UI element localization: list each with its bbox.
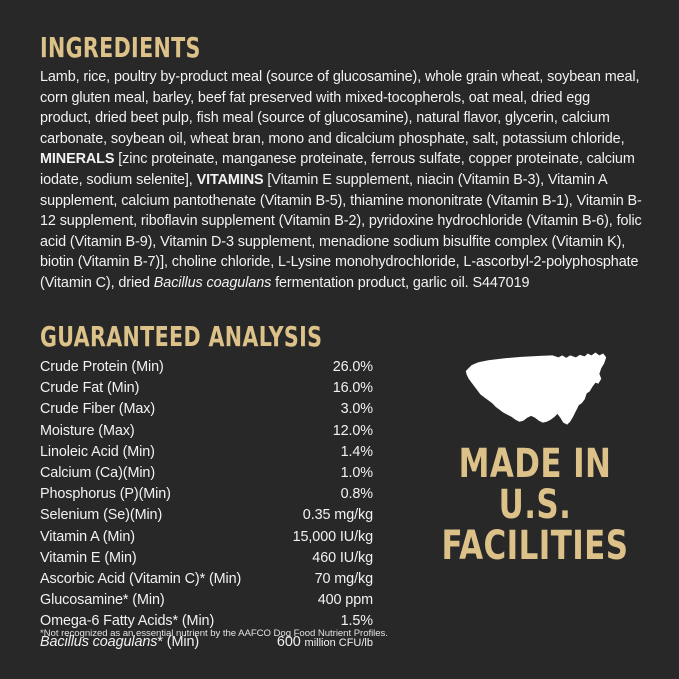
guaranteed-analysis-table: Crude Protein (Min) 26.0% Crude Fat (Min) 1…: [40, 357, 373, 654]
analysis-row-label: Phosphorus (P)(Min): [40, 486, 171, 503]
ingredient-segment-6: fermentation product, garlic oil. S44701…: [271, 274, 530, 291]
analysis-row-label: Selenium (Se)(Min): [40, 507, 163, 524]
analysis-row: Selenium (Se)(Min) 0.35 mg/kg: [40, 505, 373, 526]
analysis-row-label-rest: * (Min): [157, 634, 200, 651]
analysis-row-value: 0.35 mg/kg: [302, 507, 373, 524]
analysis-row-value: 12.0%: [332, 422, 373, 439]
badge-line-1: MADE IN: [458, 441, 612, 487]
analysis-row-label-italic: Bacillus coagulans: [40, 634, 158, 651]
analysis-row: Bacillus coagulans* (Min) 600 million CFU…: [40, 632, 373, 653]
analysis-row: Crude Fat (Min) 16.0%: [40, 378, 373, 399]
analysis-row: Moisture (Max) 12.0%: [40, 421, 373, 442]
ingredients-body-text: Lamb, rice, poultry by-product meal (sou…: [40, 67, 642, 294]
analysis-row: Crude Fiber (Max) 3.0%: [40, 399, 373, 420]
analysis-row-label: Bacillus coagulans* (Min): [40, 632, 199, 653]
analysis-row-label: Crude Fiber (Max): [40, 401, 156, 418]
analysis-row-label: Omega-6 Fatty Acids* (Min): [40, 613, 215, 630]
badge-line-2: U.S.: [498, 482, 572, 528]
analysis-row-value: 1.4%: [340, 443, 374, 460]
analysis-row-label: Glucosamine* (Min): [40, 592, 165, 609]
analysis-row-value: 600 million CFU/lb: [277, 632, 373, 654]
analysis-row: Calcium (Ca)(Min) 1.0%: [40, 463, 373, 484]
analysis-row-value: 1.0%: [340, 464, 374, 481]
analysis-row: Ascorbic Acid (Vitamin C)* (Min) 70 mg/kg: [40, 569, 373, 590]
analysis-row-value: 400 ppm: [317, 592, 373, 609]
analysis-row-value: 3.0%: [340, 401, 374, 418]
ingredient-segment-3: VITAMINS: [196, 171, 264, 188]
badge-line-3: FACILITIES: [441, 523, 629, 569]
made-in-us-facilities-badge: MADE IN U.S. FACILITIES: [420, 348, 650, 567]
analysis-row: Glucosamine* (Min) 400 ppm: [40, 590, 373, 611]
ingredient-segment-2: [zinc proteinate, manganese proteinate, …: [40, 151, 635, 188]
analysis-row-value-number: 600: [276, 634, 305, 651]
analysis-row: Linoleic Acid (Min) 1.4%: [40, 442, 373, 463]
guaranteed-analysis-footnote: *Not recognized as an essential nutrient…: [40, 628, 388, 639]
analysis-row-label: Moisture (Max): [40, 422, 135, 439]
analysis-row: Crude Protein (Min) 26.0%: [40, 357, 373, 378]
analysis-row: Vitamin A (Min) 15,000 IU/kg: [40, 527, 373, 548]
analysis-row-value: 26.0%: [332, 359, 373, 375]
analysis-row: Phosphorus (P)(Min) 0.8%: [40, 484, 373, 505]
usa-map-icon: [465, 352, 607, 425]
ingredient-segment-5: Bacillus coagulans: [153, 274, 272, 291]
analysis-row-label: Linoleic Acid (Min): [40, 443, 155, 460]
ingredient-segment-1: MINERALS: [40, 151, 115, 168]
analysis-row-value: 16.0%: [332, 380, 373, 397]
analysis-row-value: 1.5%: [340, 613, 374, 630]
analysis-row-value: 70 mg/kg: [314, 570, 374, 587]
analysis-row-label: Calcium (Ca)(Min): [40, 464, 156, 481]
analysis-row-value: 460 IU/kg: [312, 549, 373, 566]
analysis-row-value-unit: million CFU/lb: [304, 637, 373, 650]
ingredient-segment-4: [Vitamin E supplement, niacin (Vitamin B…: [40, 171, 642, 291]
analysis-row-label: Crude Protein (Min): [40, 359, 164, 375]
guaranteed-analysis-heading: GUARANTEED ANALYSIS: [40, 320, 323, 353]
analysis-row-label: Vitamin A (Min): [40, 528, 136, 545]
ingredient-segment-0: Lamb, rice, poultry by-product meal (sou…: [40, 69, 640, 147]
analysis-row-value: 15,000 IU/kg: [292, 528, 374, 545]
analysis-row-value: 0.8%: [340, 486, 374, 503]
ingredients-heading: INGREDIENTS: [40, 31, 201, 64]
analysis-row: Omega-6 Fatty Acids* (Min) 1.5%: [40, 611, 373, 632]
analysis-row-label: Crude Fat (Min): [40, 380, 140, 397]
analysis-row-label: Ascorbic Acid (Vitamin C)* (Min): [40, 570, 242, 587]
analysis-row-label: Vitamin E (Min): [40, 549, 137, 566]
analysis-row: Vitamin E (Min) 460 IU/kg: [40, 548, 373, 569]
